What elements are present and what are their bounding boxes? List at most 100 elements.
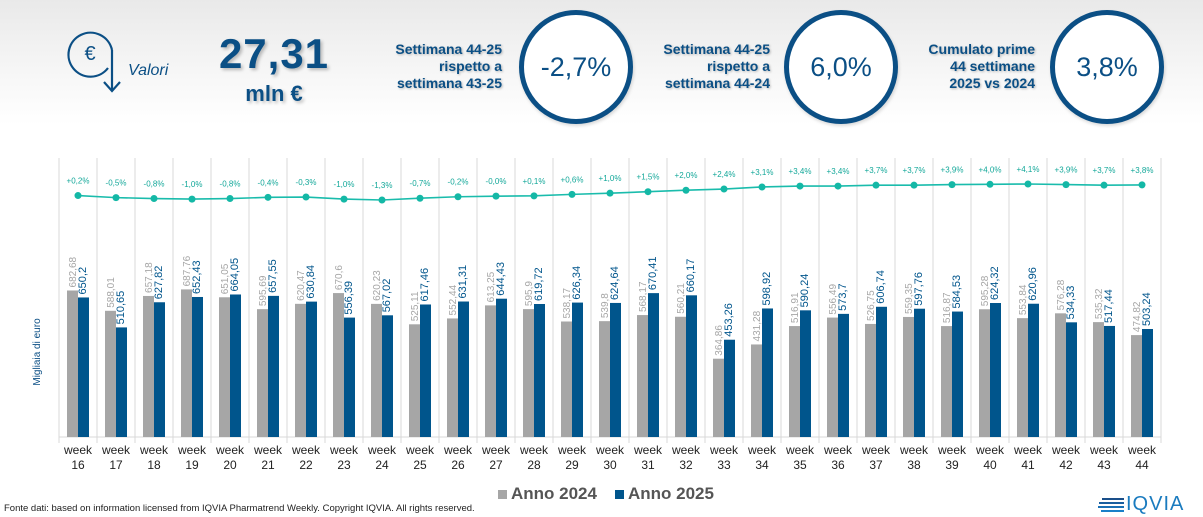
x-tick-label: 35 <box>793 458 807 472</box>
bar-label-2024: 553,84 <box>1018 284 1029 315</box>
line-label: -1,3% <box>372 181 393 190</box>
x-tick-label: week <box>595 443 625 457</box>
line-point <box>530 192 538 200</box>
line-label: +0,6% <box>561 175 584 184</box>
source-note: Fonte dati: based on information license… <box>4 503 475 514</box>
bar-label-2024: 595,69 <box>258 275 269 306</box>
kpi-desc-line: 44 settimane <box>950 58 1035 74</box>
line-label: +4,1% <box>1017 165 1040 174</box>
bar-label-2024: 525,11 <box>410 291 421 321</box>
line-point <box>112 194 120 202</box>
x-tick-label: week <box>101 443 131 457</box>
x-tick-label: week <box>291 443 321 457</box>
x-tick-label: week <box>709 443 739 457</box>
x-tick-label: week <box>253 443 283 457</box>
bar-2025 <box>648 293 659 437</box>
bar-label-2024: 535,32 <box>1094 288 1105 319</box>
bar-label-2024: 595,28 <box>980 275 991 306</box>
line-point <box>378 196 386 204</box>
bar-2024 <box>1093 322 1104 437</box>
bar-2025 <box>990 303 1001 437</box>
bar-2024 <box>827 317 838 437</box>
bar-2024 <box>295 303 306 437</box>
x-tick-label: week <box>557 443 587 457</box>
bar-label-2024: 431,28 <box>752 310 763 341</box>
kpi-desc-line: Settimana 44-25 <box>663 41 770 57</box>
legend-label: Anno 2025 <box>627 484 714 503</box>
bar-label-2024: 516,91 <box>790 292 801 323</box>
bar-2025 <box>876 306 887 437</box>
bar-label-2025: 624,32 <box>989 266 1001 300</box>
x-tick-label: 26 <box>451 458 465 472</box>
x-tick-label: 32 <box>679 458 693 472</box>
bar-label-2024: 682,68 <box>68 256 79 287</box>
x-tick-label: 44 <box>1135 458 1149 472</box>
line-point <box>492 192 500 200</box>
line-label: +3,9% <box>1055 166 1078 175</box>
bar-label-2025: 617,46 <box>419 268 431 302</box>
bar-2025 <box>1142 328 1153 437</box>
x-tick-label: 33 <box>717 458 731 472</box>
bar-label-2025: 657,55 <box>267 259 279 293</box>
kpi-desc-line: rispetto a <box>706 58 770 74</box>
svg-text:€: € <box>84 43 95 65</box>
kpi-desc-line: settimana 43-25 <box>396 75 502 91</box>
line-label: -0,2% <box>448 178 469 187</box>
x-tick-label: week <box>367 443 397 457</box>
bar-label-2024: 613,25 <box>486 271 497 302</box>
bar-label-2025: 620,96 <box>1027 267 1039 301</box>
bar-label-2024: 559,35 <box>904 283 915 314</box>
line-point <box>872 181 880 189</box>
bar-label-2025: 626,34 <box>571 266 583 300</box>
line-point <box>264 193 272 201</box>
x-tick-label: week <box>1051 443 1081 457</box>
x-tick-label: 36 <box>831 458 845 472</box>
bar-2025 <box>1104 325 1115 437</box>
kpi-week-over-week-desc: Settimana 44-25 rispetto a settimana 43-… <box>370 41 502 92</box>
x-tick-label: 34 <box>755 458 769 472</box>
x-tick-label: 37 <box>869 458 883 472</box>
bar-2025 <box>230 294 241 437</box>
bar-label-2024: 687,76 <box>182 255 193 286</box>
bar-label-2024: 576,28 <box>1056 279 1067 310</box>
legend-swatch-2025 <box>614 489 624 499</box>
bar-label-2025: 644,43 <box>495 262 507 296</box>
line-label: +3,1% <box>751 168 774 177</box>
bar-2025 <box>154 302 165 437</box>
x-tick-label: week <box>937 443 967 457</box>
x-tick-label: week <box>861 443 891 457</box>
bar-label-2024: 556,49 <box>828 284 839 315</box>
bar-label-2024: 526,75 <box>866 290 877 321</box>
bar-2025 <box>458 301 469 437</box>
line-label: +3,7% <box>903 166 926 175</box>
x-tick-label: 30 <box>603 458 617 472</box>
line-label: -0,0% <box>486 177 507 186</box>
total-value: 27,31 <box>218 30 330 77</box>
x-tick-label: week <box>975 443 1005 457</box>
bar-2024 <box>637 315 648 437</box>
bar-2024 <box>1131 335 1142 437</box>
x-tick-label: week <box>481 443 511 457</box>
line-point <box>796 182 804 190</box>
x-tick-label: 18 <box>147 458 161 472</box>
x-tick-label: 21 <box>261 458 275 472</box>
bar-label-2024: 364,86 <box>714 325 725 356</box>
x-tick-label: 42 <box>1059 458 1073 472</box>
x-tick-label: 24 <box>375 458 389 472</box>
bar-label-2024: 651,05 <box>220 263 231 294</box>
bar-label-2025: 573,7 <box>837 283 849 311</box>
line-point <box>188 195 196 203</box>
x-tick-label: week <box>899 443 929 457</box>
kpi-desc-line: rispetto a <box>438 58 502 74</box>
legend-label: Anno 2024 <box>511 484 597 503</box>
line-point <box>150 195 158 203</box>
bar-2024 <box>713 358 724 437</box>
bar-label-2025: 503,24 <box>1141 292 1153 326</box>
bar-2025 <box>686 295 697 437</box>
x-tick-label: 20 <box>223 458 237 472</box>
x-tick-label: week <box>1127 443 1157 457</box>
bar-2024 <box>941 326 952 437</box>
line-point <box>454 193 462 201</box>
line-point <box>606 189 614 197</box>
